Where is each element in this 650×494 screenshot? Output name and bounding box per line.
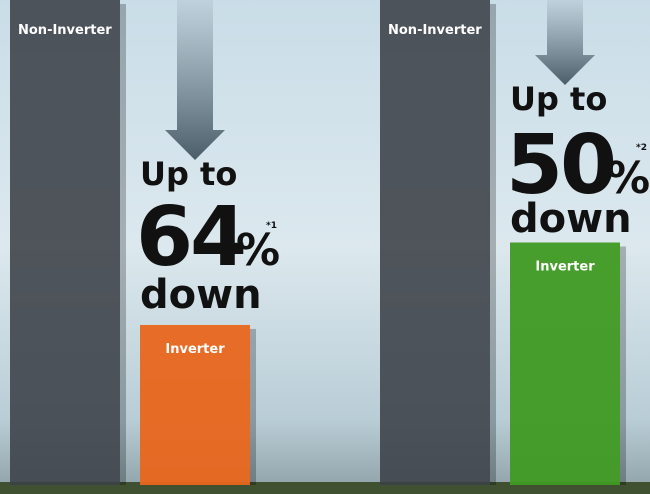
annotation-unit: % [236, 225, 280, 276]
arrow [535, 0, 595, 85]
bar [10, 0, 120, 485]
annotation-value: 50 [506, 118, 614, 213]
bar-label: Non-Inverter [388, 23, 482, 38]
bar-label: Inverter [535, 260, 595, 275]
arrow [165, 0, 225, 160]
annotation-unit: % [606, 153, 650, 204]
bar [380, 0, 490, 485]
annotation-note: *2 [636, 143, 647, 153]
bar-side [250, 328, 256, 485]
bar-label: Non-Inverter [18, 23, 112, 38]
bar-side [620, 246, 626, 485]
bar [510, 242, 620, 485]
bar [140, 324, 250, 485]
annotation-value: 64 [136, 190, 244, 285]
bar-side [120, 4, 126, 485]
bar-side [490, 4, 496, 485]
annotation-note: *1 [266, 221, 277, 231]
annotation-suffix: down [140, 272, 262, 318]
annotation-prefix: Up to [510, 80, 607, 118]
annotation-prefix: Up to [140, 155, 237, 193]
bar-label: Inverter [165, 342, 225, 357]
annotation-suffix: down [510, 196, 632, 242]
